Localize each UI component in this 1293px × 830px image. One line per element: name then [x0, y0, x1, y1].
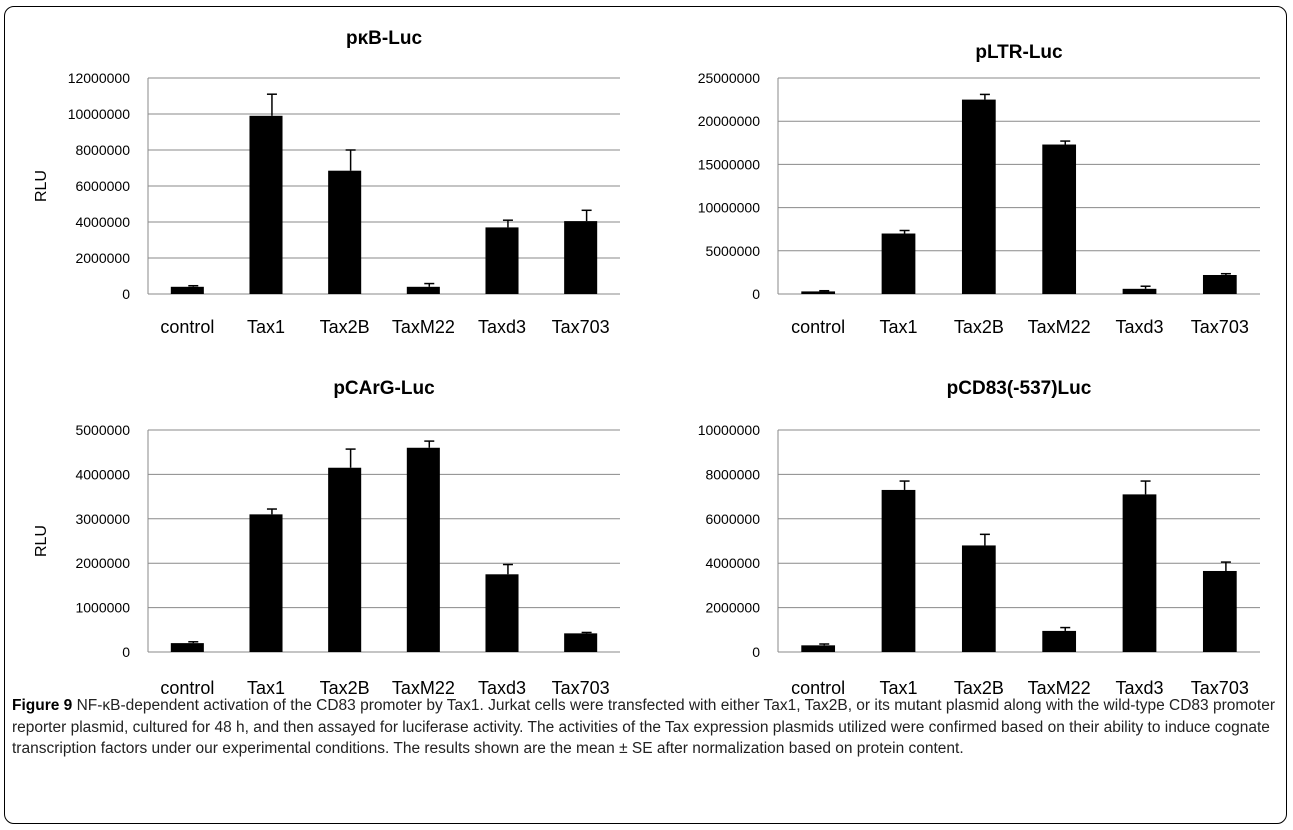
bar	[406, 447, 440, 652]
bar	[564, 221, 598, 294]
y-axis-label: RLU	[33, 170, 50, 202]
x-tick-label: Tax2B	[320, 678, 370, 698]
y-tick-label: 10000000	[68, 106, 131, 122]
x-tick-label: Tax703	[552, 678, 610, 698]
bar	[1122, 288, 1157, 294]
y-tick-label: 10000000	[698, 422, 761, 438]
bar	[564, 633, 598, 652]
y-tick-label: 25000000	[698, 70, 761, 86]
bar	[801, 291, 836, 294]
y-tick-label: 4000000	[75, 466, 130, 482]
chart-pkb-luc: pκB-Luc RLU 0 2000000 4000000 6000000 8000000 1…	[33, 28, 620, 337]
bar	[485, 227, 519, 294]
bar	[170, 286, 204, 294]
y-tick-label: 0	[752, 286, 760, 302]
x-tick-label: Tax2B	[954, 678, 1004, 698]
bar	[1202, 570, 1237, 652]
x-tick-label: Tax1	[247, 317, 285, 337]
bar	[1122, 494, 1157, 652]
y-tick-label: 20000000	[698, 113, 761, 129]
y-tick-label: 4000000	[75, 214, 130, 230]
y-tick-label: 0	[752, 644, 760, 660]
y-tick-label: 5000000	[705, 243, 760, 259]
x-tick-label: Tax2B	[954, 317, 1004, 337]
y-tick-label: 2000000	[705, 600, 760, 616]
chart-pltr-luc: pLTR-Luc 0 5000000 10000000 15000000 20000000…	[698, 42, 1260, 337]
x-tick-label: TaxM22	[1028, 678, 1091, 698]
bar	[406, 286, 440, 294]
figure-frame	[4, 6, 1287, 824]
y-tick-label: 8000000	[75, 142, 130, 158]
x-tick-label: control	[160, 317, 214, 337]
caption-label: Figure 9	[12, 697, 73, 714]
x-tick-label: Taxd3	[1115, 678, 1163, 698]
bar	[801, 645, 836, 652]
y-tick-label: 1000000	[75, 600, 130, 616]
x-tick-label: control	[160, 678, 214, 698]
x-tick-label: Tax1	[879, 678, 917, 698]
x-tick-label: control	[791, 317, 845, 337]
bar	[249, 514, 283, 652]
bar	[328, 467, 362, 652]
y-tick-label: 2000000	[75, 250, 130, 266]
x-tick-label: Tax1	[879, 317, 917, 337]
bar	[328, 170, 362, 294]
x-tick-label: TaxM22	[1028, 317, 1091, 337]
x-tick-label: Taxd3	[478, 317, 526, 337]
y-tick-label: 0	[122, 644, 130, 660]
bar	[170, 643, 204, 652]
bar	[961, 545, 996, 652]
bar	[961, 99, 996, 294]
x-tick-label: Tax1	[247, 678, 285, 698]
bar	[249, 115, 283, 294]
chart-title: pCD83(-537)Luc	[947, 378, 1092, 399]
y-tick-label: 0	[122, 286, 130, 302]
chart-title: pκB-Luc	[346, 28, 422, 49]
y-axis-label: RLU	[33, 525, 50, 557]
x-tick-label: Tax703	[552, 317, 610, 337]
chart-pcarg-luc: pCArG-Luc RLU 0 1000000 2000000 3000000 400000…	[33, 378, 620, 698]
x-tick-label: control	[791, 678, 845, 698]
bar	[485, 574, 519, 652]
y-tick-label: 5000000	[75, 422, 130, 438]
y-tick-label: 4000000	[705, 555, 760, 571]
bar	[881, 233, 916, 294]
caption-text: NF-κB-dependent activation of the CD83 p…	[12, 697, 1275, 757]
x-tick-label: Tax703	[1191, 678, 1249, 698]
x-tick-label: Tax2B	[320, 317, 370, 337]
y-tick-label: 3000000	[75, 511, 130, 527]
bar	[1202, 274, 1237, 294]
x-tick-label: Tax703	[1191, 317, 1249, 337]
x-tick-label: Taxd3	[1115, 317, 1163, 337]
x-tick-label: Taxd3	[478, 678, 526, 698]
y-tick-label: 6000000	[705, 511, 760, 527]
bar	[1042, 144, 1077, 294]
chart-pcd83-luc: pCD83(-537)Luc 0 2000000 4000000 6000000 8000…	[698, 378, 1260, 698]
bar	[1042, 630, 1077, 652]
y-tick-label: 2000000	[75, 555, 130, 571]
bar	[881, 489, 916, 652]
x-tick-label: TaxM22	[392, 678, 455, 698]
x-tick-label: TaxM22	[392, 317, 455, 337]
y-tick-label: 15000000	[698, 156, 761, 172]
chart-title: pLTR-Luc	[975, 42, 1063, 63]
y-tick-label: 12000000	[68, 70, 131, 86]
chart-title: pCArG-Luc	[333, 378, 435, 399]
figure-caption: Figure 9 NF-κB-dependent activation of t…	[12, 695, 1277, 760]
y-tick-label: 6000000	[75, 178, 130, 194]
y-tick-label: 10000000	[698, 200, 761, 216]
y-tick-label: 8000000	[705, 466, 760, 482]
